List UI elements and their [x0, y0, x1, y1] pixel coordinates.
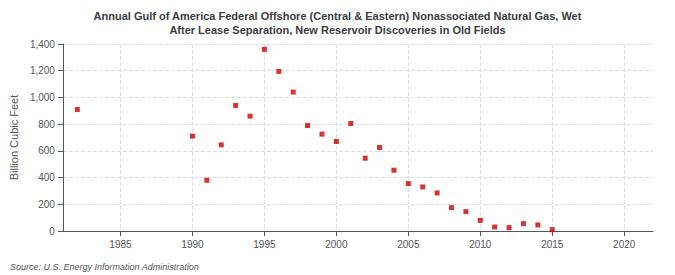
svg-text:Billion Cubic Feet: Billion Cubic Feet: [8, 95, 20, 181]
svg-text:800: 800: [38, 119, 55, 130]
svg-text:2020: 2020: [613, 239, 636, 250]
svg-text:After Lease Separation, New Re: After Lease Separation, New Reservoir Di…: [169, 24, 505, 36]
svg-text:2010: 2010: [469, 239, 492, 250]
svg-text:Annual Gulf of America Federal: Annual Gulf of America Federal Offshore …: [94, 10, 582, 22]
svg-text:1990: 1990: [181, 239, 204, 250]
svg-text:400: 400: [38, 172, 55, 183]
svg-text:200: 200: [38, 199, 55, 210]
svg-text:2015: 2015: [541, 239, 564, 250]
svg-text:1,200: 1,200: [30, 65, 55, 76]
svg-text:2005: 2005: [397, 239, 420, 250]
svg-text:0: 0: [49, 226, 55, 237]
svg-text:600: 600: [38, 145, 55, 156]
svg-text:Source: U.S. Energy Informatio: Source: U.S. Energy Information Administ…: [10, 262, 199, 272]
svg-text:1,000: 1,000: [30, 92, 55, 103]
svg-text:1995: 1995: [253, 239, 276, 250]
svg-text:1985: 1985: [109, 239, 132, 250]
svg-text:2000: 2000: [325, 239, 348, 250]
svg-text:1,400: 1,400: [30, 39, 55, 50]
